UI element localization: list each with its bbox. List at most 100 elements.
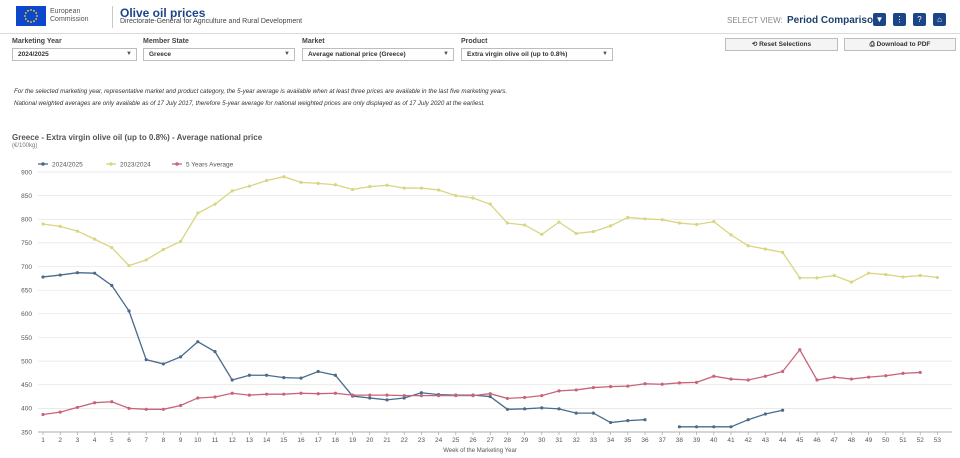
x-tick-label: 34 (607, 437, 615, 444)
data-point (213, 395, 217, 399)
data-point (815, 378, 819, 382)
app-title: Olive oil prices (120, 6, 206, 20)
select-view-value[interactable]: Period Comparison (786, 15, 880, 26)
data-point (316, 369, 320, 374)
chevron-down-icon: ▼ (602, 51, 608, 57)
x-tick-label: 37 (659, 437, 667, 444)
product-select[interactable]: Extra virgin olive oil (up to 0.8%) ▼ (461, 48, 613, 61)
x-tick-label: 9 (179, 437, 183, 444)
data-point (58, 224, 62, 228)
note-line-1: For the selected marketing year, represe… (14, 88, 508, 95)
download-pdf-button[interactable]: ⎙ Download to PDF (844, 38, 956, 51)
data-point (695, 425, 699, 429)
data-point (93, 401, 97, 405)
x-tick-label: 3 (76, 437, 80, 444)
more-vertical-icon: ⋮ (895, 15, 904, 24)
x-tick-label: 35 (624, 437, 632, 444)
help-button[interactable]: ? (913, 13, 926, 26)
app-header: European Commission Olive oil prices Dir… (0, 0, 960, 34)
data-point (609, 420, 613, 425)
data-point (729, 425, 733, 429)
chevron-down-icon: ▼ (284, 51, 290, 57)
x-tick-label: 14 (263, 437, 271, 444)
more-button[interactable]: ⋮ (893, 13, 906, 26)
data-point (127, 264, 131, 268)
data-point (815, 276, 819, 280)
y-tick-label: 450 (21, 382, 32, 389)
data-point (196, 340, 200, 344)
select-view[interactable]: SELECT VIEW: Period Comparison (727, 15, 879, 26)
member-state-select[interactable]: Greece ▼ (143, 48, 295, 61)
data-point (385, 393, 389, 397)
y-tick-label: 350 (21, 429, 32, 436)
marketing-year-select[interactable]: 2024/2025 ▼ (12, 48, 137, 61)
marketing-year-value: 2024/2025 (18, 51, 49, 58)
market-value: Average national price (Greece) (308, 51, 406, 58)
download-label: Download to PDF (876, 41, 931, 48)
data-point (574, 388, 578, 392)
data-point (643, 217, 647, 221)
data-point (265, 373, 269, 377)
logo-line-2: Commission (50, 16, 89, 23)
legend-entry: 2023/2024 (120, 161, 151, 168)
data-point (213, 350, 217, 354)
data-point (385, 398, 389, 402)
data-point (781, 369, 785, 374)
data-point (505, 407, 509, 411)
data-point (488, 394, 492, 399)
data-point (695, 380, 699, 384)
x-tick-label: 45 (796, 437, 804, 444)
data-point (574, 231, 578, 236)
data-point (798, 348, 802, 352)
x-tick-label: 21 (383, 437, 391, 444)
data-point (677, 221, 682, 225)
data-point (58, 410, 62, 414)
home-button[interactable]: ⌂ (933, 13, 946, 26)
legend-entry: 2024/2025 (52, 161, 83, 168)
data-point (523, 223, 527, 227)
x-tick-label: 7 (144, 437, 148, 444)
x-tick-label: 36 (641, 437, 649, 444)
x-tick-label: 29 (521, 437, 529, 444)
data-point (557, 389, 561, 393)
x-tick-label: 53 (934, 437, 942, 444)
data-point (179, 403, 183, 408)
data-point (849, 280, 854, 284)
x-tick-label: 28 (504, 437, 512, 444)
member-state-value: Greece (149, 51, 172, 58)
reset-selections-button[interactable]: ⟲ Reset Selections (725, 38, 838, 51)
data-point (265, 392, 269, 396)
data-point (110, 400, 114, 404)
x-tick-label: 30 (538, 437, 546, 444)
data-point (729, 377, 733, 381)
data-point (935, 275, 940, 280)
data-point (849, 377, 854, 381)
european-commission-logo[interactable]: European Commission (16, 3, 108, 29)
x-tick-label: 5 (110, 437, 114, 444)
data-point (763, 247, 768, 251)
data-point (419, 391, 423, 395)
data-point (127, 309, 131, 313)
x-tick-label: 12 (229, 437, 237, 444)
y-tick-label: 500 (21, 358, 32, 365)
y-tick-label: 850 (21, 193, 32, 200)
data-point (247, 393, 251, 397)
app-subtitle: Directorate-General for Agriculture and … (120, 18, 303, 25)
market-select[interactable]: Average national price (Greece) ▼ (302, 48, 454, 61)
data-point (41, 222, 45, 226)
x-tick-label: 19 (349, 437, 357, 444)
data-point (368, 396, 372, 400)
legend-entry: 5 Years Average (186, 161, 234, 168)
data-point (179, 239, 183, 244)
data-point (454, 394, 458, 398)
x-tick-label: 44 (779, 437, 787, 444)
x-tick-label: 24 (435, 437, 443, 444)
filter-button[interactable]: ▼ (873, 13, 886, 26)
x-tick-label: 47 (831, 437, 839, 444)
reset-label: Reset Selections (759, 41, 812, 48)
data-point (712, 425, 716, 429)
data-point (282, 392, 286, 396)
y-tick-label: 700 (21, 264, 32, 271)
x-tick-label: 6 (127, 437, 131, 444)
